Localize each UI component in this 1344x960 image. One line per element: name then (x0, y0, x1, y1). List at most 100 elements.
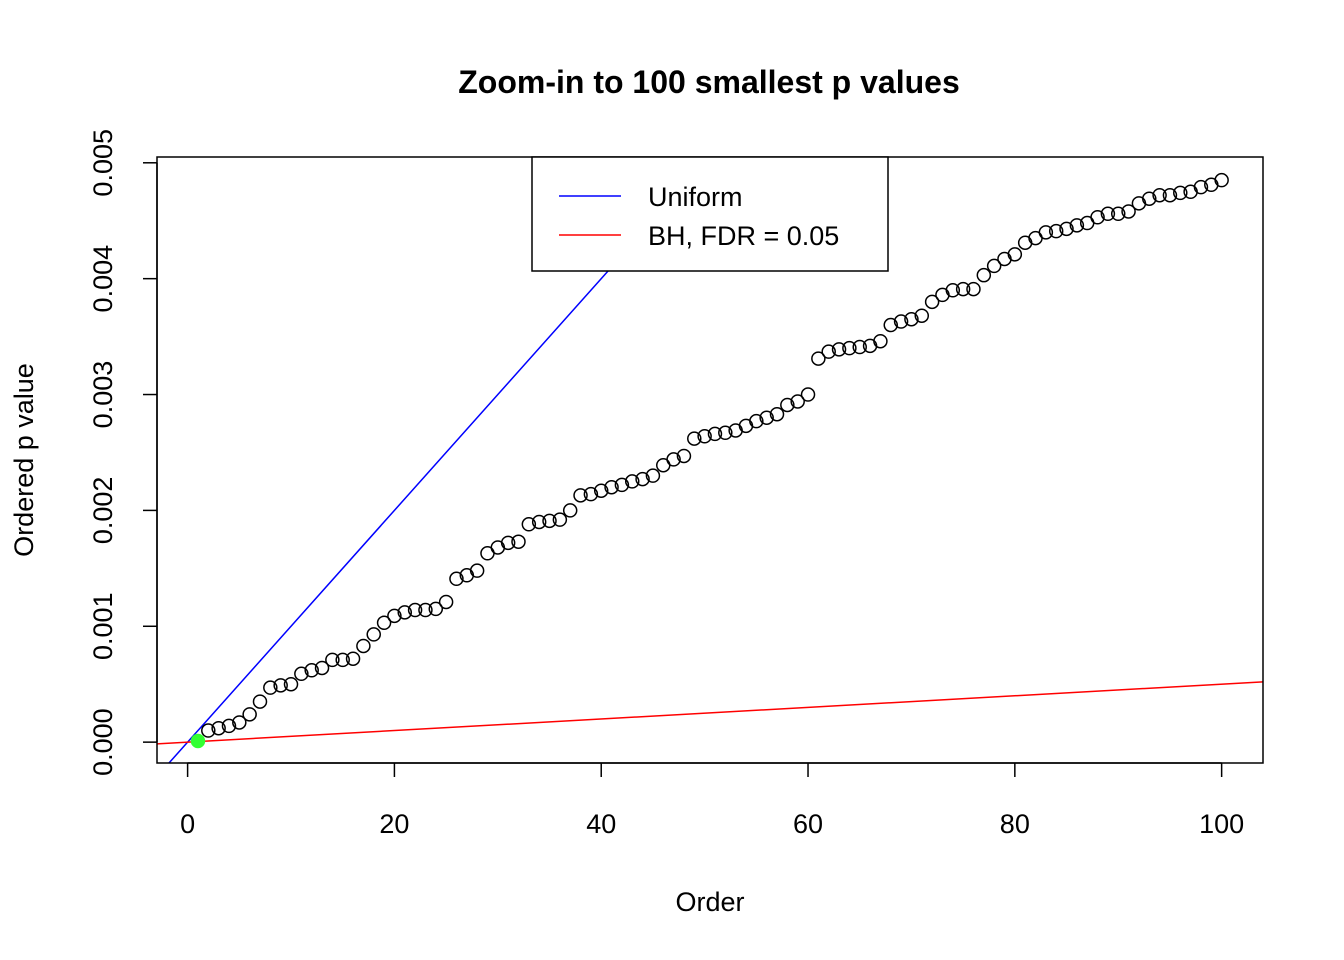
y-tick-label: 0.005 (88, 129, 118, 197)
data-point (345, 651, 361, 666)
data-point (376, 615, 392, 631)
data-point (821, 344, 836, 359)
data-point (976, 267, 992, 283)
data-point (749, 413, 764, 429)
data-point (966, 281, 981, 297)
data-point (521, 517, 537, 532)
data-point (263, 680, 278, 695)
y-tick-label: 0.004 (88, 245, 118, 313)
x-tick-label: 100 (1199, 809, 1244, 839)
data-point (1048, 223, 1064, 239)
data-point (407, 602, 423, 618)
data-point (707, 426, 723, 442)
data-point (211, 720, 226, 736)
data-point (811, 351, 826, 366)
data-point (769, 406, 785, 422)
data-point (1152, 187, 1167, 203)
data-point (252, 694, 268, 709)
data-point (687, 431, 702, 446)
data-point (955, 281, 971, 297)
data-point (469, 563, 485, 578)
data-point (1059, 221, 1074, 237)
data-point (604, 479, 619, 495)
legend-box (531, 156, 889, 272)
data-point (356, 638, 371, 654)
data-point (666, 452, 681, 467)
data-point (1121, 204, 1136, 219)
y-tick-label: 0.000 (88, 708, 118, 776)
data-point (1100, 206, 1116, 222)
y-tick-label: 0.001 (88, 592, 118, 660)
data-point (542, 513, 557, 529)
data-point (893, 314, 909, 329)
data-point (1142, 191, 1157, 206)
data-point (201, 723, 216, 738)
data-point (676, 448, 692, 464)
reference-lines (157, 157, 1263, 763)
data-point (418, 602, 433, 618)
data-point (562, 503, 578, 518)
data-point (790, 394, 805, 409)
data-point (387, 608, 402, 624)
data-point (1173, 185, 1188, 201)
data-point (759, 410, 774, 425)
chart-title: Zoom-in to 100 smallest p values (458, 64, 959, 100)
data-point (780, 397, 795, 413)
data-point (221, 718, 237, 734)
x-tick-label: 40 (586, 809, 616, 839)
legend-label-bh: BH, FDR = 0.05 (648, 221, 839, 251)
data-point (511, 534, 526, 549)
reference-line-uniform (167, 157, 711, 763)
data-point (531, 514, 547, 530)
x-tick-label: 80 (1000, 809, 1030, 839)
x-tick-label: 20 (379, 809, 409, 839)
data-point (624, 474, 640, 489)
data-point (697, 428, 712, 444)
data-point (1090, 210, 1105, 225)
data-point (314, 660, 330, 676)
data-point (428, 601, 444, 617)
data-point (614, 477, 630, 493)
data-point (366, 627, 381, 642)
data-point (242, 707, 257, 722)
data-point (294, 666, 309, 682)
data-point (883, 317, 898, 333)
legend: Uniform BH, FDR = 0.05 (531, 156, 889, 272)
data-point (304, 663, 319, 678)
data-points (190, 172, 1229, 749)
legend-label-uniform: Uniform (648, 182, 743, 212)
data-point (273, 678, 288, 693)
data-point (1193, 179, 1209, 195)
data-point (397, 605, 413, 620)
data-point (914, 308, 930, 323)
y-axis-label: Ordered p value (9, 363, 39, 557)
data-point (635, 471, 650, 487)
data-point (831, 342, 847, 357)
data-point (1162, 187, 1178, 203)
data-point (1214, 172, 1229, 188)
data-point (904, 311, 919, 327)
x-tick-label: 60 (793, 809, 823, 839)
y-axis: 0.000 0.001 0.002 0.003 0.004 0.005 (88, 129, 158, 776)
data-point (852, 339, 867, 355)
data-point (232, 715, 247, 730)
data-point (335, 652, 350, 668)
data-point (800, 387, 816, 402)
data-point (1069, 218, 1085, 233)
x-axis: 0 20 40 60 80 100 (180, 762, 1244, 839)
data-point (945, 283, 961, 298)
data-point (500, 535, 516, 551)
data-point (924, 294, 940, 310)
highlighted-point (190, 733, 206, 749)
data-point (438, 594, 454, 610)
data-point (645, 468, 661, 483)
data-point (842, 340, 857, 356)
x-tick-label: 0 (180, 809, 195, 839)
data-point (1007, 247, 1023, 262)
data-point (449, 571, 464, 587)
data-point (1038, 225, 1054, 240)
reference-line-bh (157, 681, 1263, 745)
data-point (1110, 206, 1126, 222)
data-point (718, 425, 733, 441)
